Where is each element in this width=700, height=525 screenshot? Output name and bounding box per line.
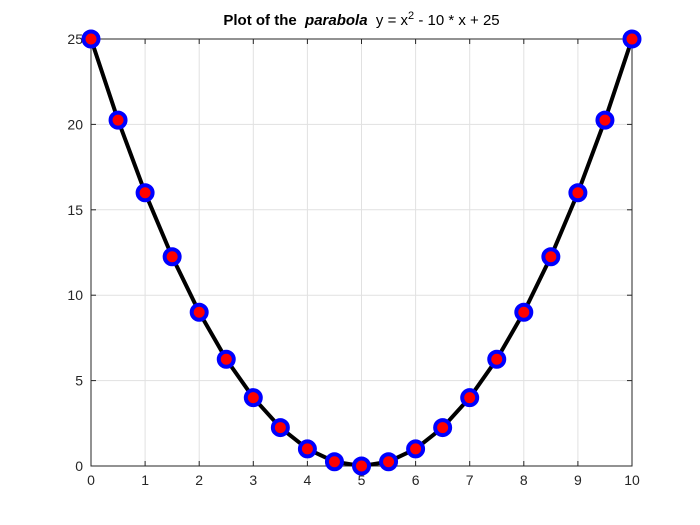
data-point: [460, 388, 480, 408]
y-tick-label: 0: [75, 458, 83, 474]
data-point: [406, 439, 426, 459]
data-point: [81, 29, 101, 49]
x-tick-label: 3: [249, 472, 257, 488]
y-tick-label: 20: [67, 116, 83, 132]
y-tick-label: 5: [75, 373, 83, 389]
data-point: [324, 452, 344, 472]
x-tick-label: 2: [195, 472, 203, 488]
series: [81, 29, 642, 476]
title-part-3: y = x: [375, 12, 409, 29]
data-point: [297, 439, 317, 459]
title-part-1: Plot of the: [223, 12, 297, 29]
x-tick-label: 4: [304, 472, 312, 488]
data-point: [108, 110, 128, 130]
x-tick-label: 5: [358, 472, 366, 488]
x-tick-label: 0: [87, 472, 95, 488]
data-point: [514, 302, 534, 322]
title-part-2: parabola: [305, 12, 368, 29]
data-point: [270, 418, 290, 438]
data-point: [352, 456, 371, 476]
title-exponent: 2: [408, 10, 415, 22]
data-point: [487, 349, 507, 369]
data-point: [379, 452, 399, 472]
x-tick-label: 7: [466, 472, 474, 488]
data-point: [135, 183, 155, 203]
data-point: [216, 349, 236, 369]
data-point: [541, 247, 561, 267]
y-tick-label: 15: [67, 202, 83, 218]
y-tick-label: 10: [67, 287, 83, 303]
data-point: [433, 418, 453, 438]
data-point: [162, 247, 182, 267]
data-point: [189, 302, 209, 322]
x-tick-label: 10: [624, 472, 640, 488]
x-tick-label: 8: [520, 472, 528, 488]
x-tick-label: 6: [412, 472, 420, 488]
chart-title: Plot of the parabola y = x2 - 10 * x + 2…: [91, 10, 632, 30]
data-point: [595, 110, 615, 130]
x-tick-label: 1: [141, 472, 149, 488]
x-tick-label: 9: [574, 472, 582, 488]
data-point: [568, 183, 588, 203]
title-part-5: - 10 * x + 25: [414, 12, 500, 29]
ticks: 0 1 2 3 4 5 6 7 8 9 10 0 5 10 15 20 25: [67, 31, 640, 488]
data-point: [622, 29, 642, 49]
data-point: [243, 388, 263, 408]
y-tick-label: 25: [67, 31, 83, 47]
